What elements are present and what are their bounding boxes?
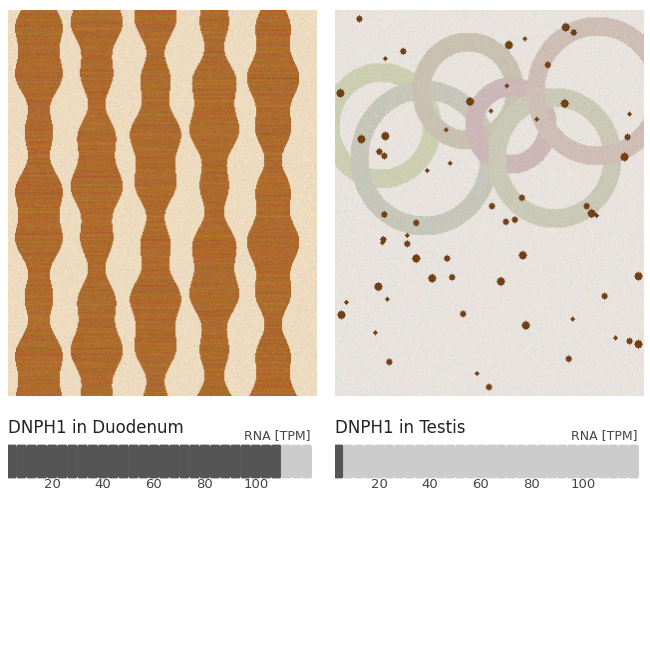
- Text: 40: 40: [422, 478, 438, 491]
- FancyBboxPatch shape: [291, 445, 302, 478]
- FancyBboxPatch shape: [16, 445, 27, 478]
- Text: DNPH1 in Testis: DNPH1 in Testis: [335, 419, 465, 437]
- Text: 100: 100: [570, 478, 595, 491]
- FancyBboxPatch shape: [415, 445, 425, 478]
- FancyBboxPatch shape: [526, 445, 537, 478]
- Text: RNA [TPM]: RNA [TPM]: [571, 429, 637, 442]
- FancyBboxPatch shape: [577, 445, 588, 478]
- FancyBboxPatch shape: [486, 445, 497, 478]
- FancyBboxPatch shape: [516, 445, 527, 478]
- FancyBboxPatch shape: [455, 445, 466, 478]
- Text: 40: 40: [95, 478, 111, 491]
- FancyBboxPatch shape: [302, 445, 312, 478]
- FancyBboxPatch shape: [169, 445, 179, 478]
- Text: 60: 60: [473, 478, 489, 491]
- FancyBboxPatch shape: [537, 445, 547, 478]
- FancyBboxPatch shape: [547, 445, 558, 478]
- FancyBboxPatch shape: [250, 445, 261, 478]
- FancyBboxPatch shape: [128, 445, 139, 478]
- FancyBboxPatch shape: [210, 445, 220, 478]
- FancyBboxPatch shape: [404, 445, 415, 478]
- FancyBboxPatch shape: [230, 445, 240, 478]
- FancyBboxPatch shape: [108, 445, 118, 478]
- FancyBboxPatch shape: [220, 445, 231, 478]
- FancyBboxPatch shape: [98, 445, 109, 478]
- Text: DNPH1 in Duodenum: DNPH1 in Duodenum: [8, 419, 183, 437]
- FancyBboxPatch shape: [118, 445, 129, 478]
- FancyBboxPatch shape: [465, 445, 476, 478]
- FancyBboxPatch shape: [149, 445, 159, 478]
- Text: 80: 80: [523, 478, 540, 491]
- FancyBboxPatch shape: [6, 445, 17, 478]
- FancyBboxPatch shape: [159, 445, 170, 478]
- FancyBboxPatch shape: [363, 445, 374, 478]
- FancyBboxPatch shape: [36, 445, 47, 478]
- Text: 20: 20: [370, 478, 387, 491]
- Text: RNA [TPM]: RNA [TPM]: [244, 429, 310, 442]
- FancyBboxPatch shape: [67, 445, 78, 478]
- Text: 20: 20: [44, 478, 60, 491]
- FancyBboxPatch shape: [435, 445, 445, 478]
- FancyBboxPatch shape: [424, 445, 436, 478]
- FancyBboxPatch shape: [343, 445, 354, 478]
- FancyBboxPatch shape: [281, 445, 292, 478]
- FancyBboxPatch shape: [374, 445, 384, 478]
- FancyBboxPatch shape: [567, 445, 578, 478]
- FancyBboxPatch shape: [261, 445, 271, 478]
- Text: 100: 100: [243, 478, 268, 491]
- Text: 60: 60: [146, 478, 162, 491]
- FancyBboxPatch shape: [138, 445, 149, 478]
- FancyBboxPatch shape: [394, 445, 405, 478]
- FancyBboxPatch shape: [333, 445, 344, 478]
- Text: 80: 80: [196, 478, 213, 491]
- FancyBboxPatch shape: [179, 445, 190, 478]
- FancyBboxPatch shape: [557, 445, 567, 478]
- FancyBboxPatch shape: [384, 445, 395, 478]
- FancyBboxPatch shape: [496, 445, 506, 478]
- FancyBboxPatch shape: [47, 445, 57, 478]
- FancyBboxPatch shape: [629, 445, 639, 478]
- FancyBboxPatch shape: [200, 445, 210, 478]
- FancyBboxPatch shape: [88, 445, 98, 478]
- FancyBboxPatch shape: [598, 445, 608, 478]
- FancyBboxPatch shape: [27, 445, 37, 478]
- FancyBboxPatch shape: [189, 445, 200, 478]
- FancyBboxPatch shape: [608, 445, 619, 478]
- FancyBboxPatch shape: [271, 445, 281, 478]
- FancyBboxPatch shape: [57, 445, 68, 478]
- FancyBboxPatch shape: [618, 445, 629, 478]
- FancyBboxPatch shape: [588, 445, 598, 478]
- FancyBboxPatch shape: [240, 445, 251, 478]
- FancyBboxPatch shape: [506, 445, 517, 478]
- FancyBboxPatch shape: [476, 445, 486, 478]
- FancyBboxPatch shape: [77, 445, 88, 478]
- FancyBboxPatch shape: [445, 445, 456, 478]
- FancyBboxPatch shape: [354, 445, 364, 478]
